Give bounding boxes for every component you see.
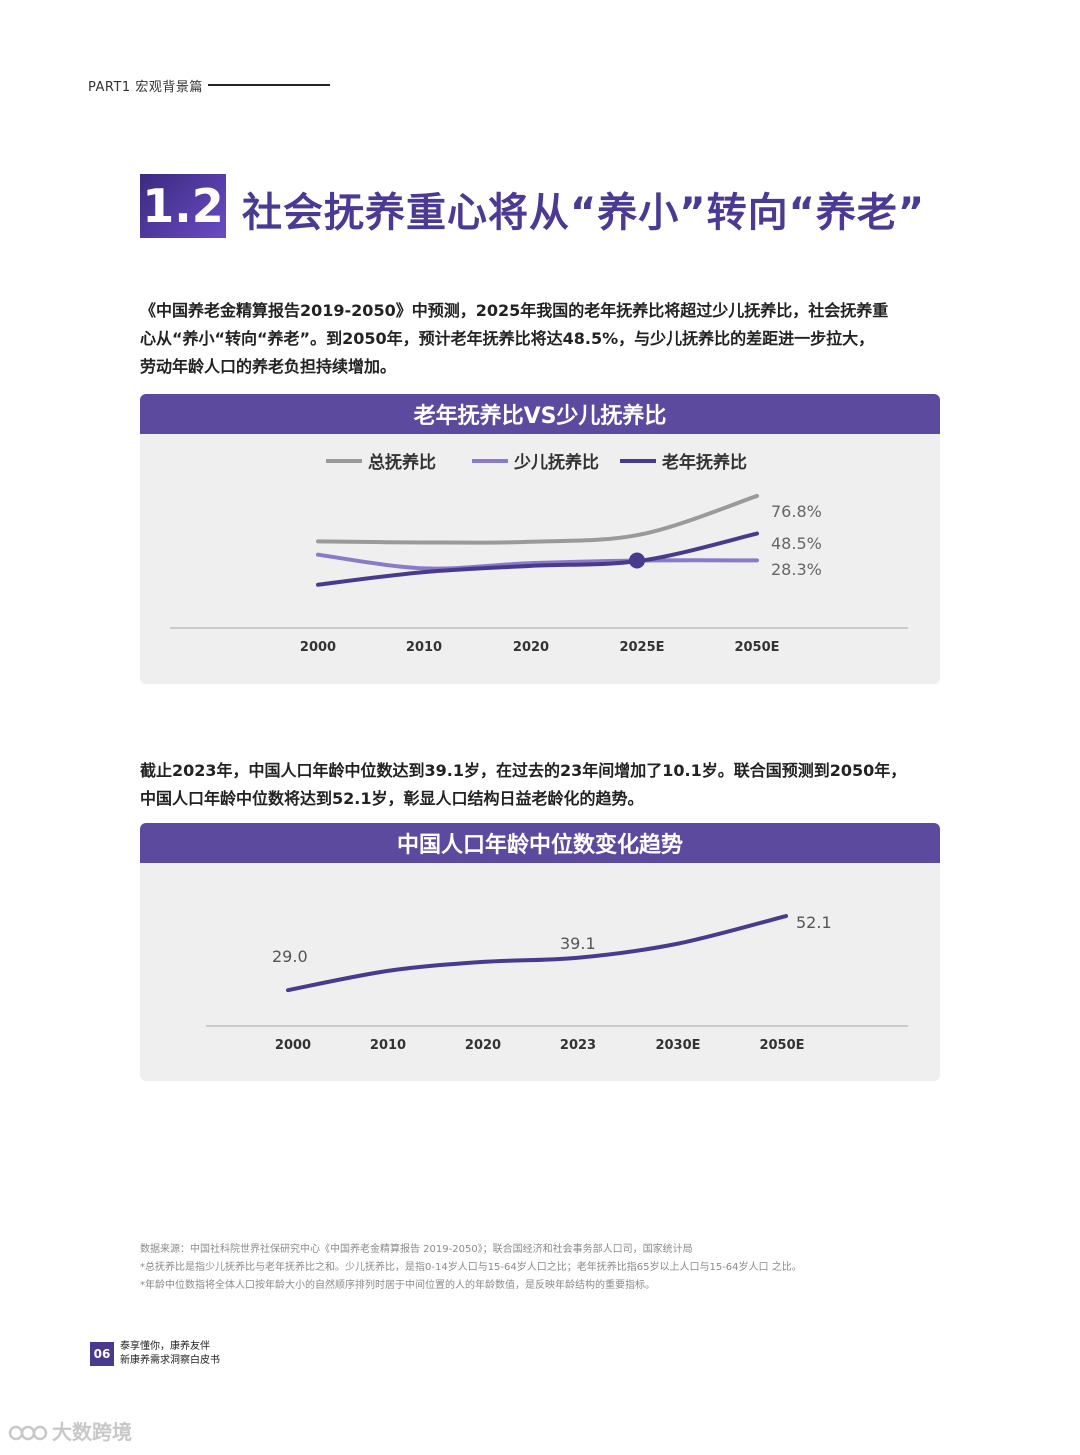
section-title: 社会抚养重心将从“养小”转向“养老”: [242, 190, 926, 236]
legend-label-total: 总抚养比: [368, 452, 436, 473]
chart1-panel: [140, 394, 940, 684]
end-label-youth: 28.3%: [771, 560, 822, 579]
definition-note: *总抚养比是指少儿抚养比与老年抚养比之和。少儿抚养比，是指0-14岁人口与15-…: [140, 1262, 802, 1273]
page-number: 06: [90, 1342, 114, 1366]
median-age-chart: 29.0 39.1 52.1 2000 2010 2020 2023 2030E…: [206, 913, 908, 1053]
x-tick-label: 2023: [560, 1038, 596, 1053]
x-tick-label: 2050E: [734, 640, 779, 655]
footnotes: 数据来源：中国社科院世界社保研究中心《中国养老金精算报告 2019-2050》；…: [140, 1241, 960, 1295]
median-age-paragraph: 截止2023年，中国人口年龄中位数达到39.1岁，在过去的23年间增加了10.1…: [140, 757, 940, 813]
definition-note: *年龄中位数指将全体人口按年龄大小的自然顺序排列时居于中间位置的人的年龄数值，是…: [140, 1280, 655, 1291]
end-label-total: 76.8%: [771, 502, 822, 521]
paragraph-line: 截止2023年，中国人口年龄中位数达到39.1岁，在过去的23年间增加了10.1…: [140, 761, 907, 780]
x-tick-label: 2020: [513, 640, 549, 655]
x-tick-label: 2050E: [759, 1038, 804, 1053]
watermark: 大数跨境: [8, 1416, 132, 1445]
section-number: 1.2: [140, 174, 226, 238]
point-label-2050: 52.1: [796, 913, 832, 932]
series-line-median-age: [286, 914, 788, 993]
legend-label-youth: 少儿抚养比: [513, 452, 599, 473]
watermark-text: 大数跨境: [52, 1420, 132, 1444]
point-label-2023: 39.1: [560, 934, 596, 953]
chart1-title: 老年抚养比VS少儿抚养比: [140, 394, 940, 434]
paragraph-line: 心从“养小“转向“养老”。到2050年，预计老年抚养比将达48.5%，与少儿抚养…: [140, 329, 875, 348]
x-tick-label: 2030E: [655, 1038, 700, 1053]
series-line-youth: [316, 552, 759, 571]
chart2-title: 中国人口年龄中位数变化趋势: [140, 823, 940, 863]
series-line-total: [316, 493, 759, 545]
dependency-ratio-chart: 总抚养比 少儿抚养比 老年抚养比 76.8% 48.5% 28.3% 2000 …: [170, 452, 908, 655]
x-tick-label: 2000: [300, 640, 336, 655]
paragraph-line: 劳动年龄人口的养老负担持续增加。: [140, 357, 397, 376]
part-label: PART1 宏观背景篇: [88, 80, 203, 95]
paragraph-line: 中国人口年龄中位数将达到52.1岁，彰显人口结构日益老龄化的趋势。: [140, 789, 644, 808]
x-tick-label: 2010: [370, 1038, 406, 1053]
source-note: 数据来源：中国社科院世界社保研究中心《中国养老金精算报告 2019-2050》；…: [140, 1244, 693, 1255]
x-tick-label: 2010: [406, 640, 442, 655]
x-tick-label: 2025E: [619, 640, 664, 655]
footer-text: 泰享懂你，康养友伴 新康养需求洞察白皮书: [120, 1340, 220, 1368]
watermark-logo-icon: [8, 1425, 48, 1440]
chart2-panel: [140, 823, 940, 1081]
series-line-elderly: [316, 531, 759, 587]
footer-line: 新康养需求洞察白皮书: [120, 1355, 220, 1366]
crossover-marker: [629, 552, 645, 569]
header-divider: [208, 84, 330, 86]
intro-paragraph: 《中国养老金精算报告2019-2050》中预测，2025年我国的老年抚养比将超过…: [140, 297, 940, 381]
end-label-elderly: 48.5%: [771, 534, 822, 553]
point-label-2000: 29.0: [272, 947, 308, 966]
x-tick-label: 2000: [275, 1038, 311, 1053]
footer-line: 泰享懂你，康养友伴: [120, 1341, 210, 1352]
paragraph-line: 《中国养老金精算报告2019-2050》中预测，2025年我国的老年抚养比将超过…: [140, 301, 889, 320]
legend-label-elderly: 老年抚养比: [661, 452, 747, 473]
x-tick-label: 2020: [465, 1038, 501, 1053]
